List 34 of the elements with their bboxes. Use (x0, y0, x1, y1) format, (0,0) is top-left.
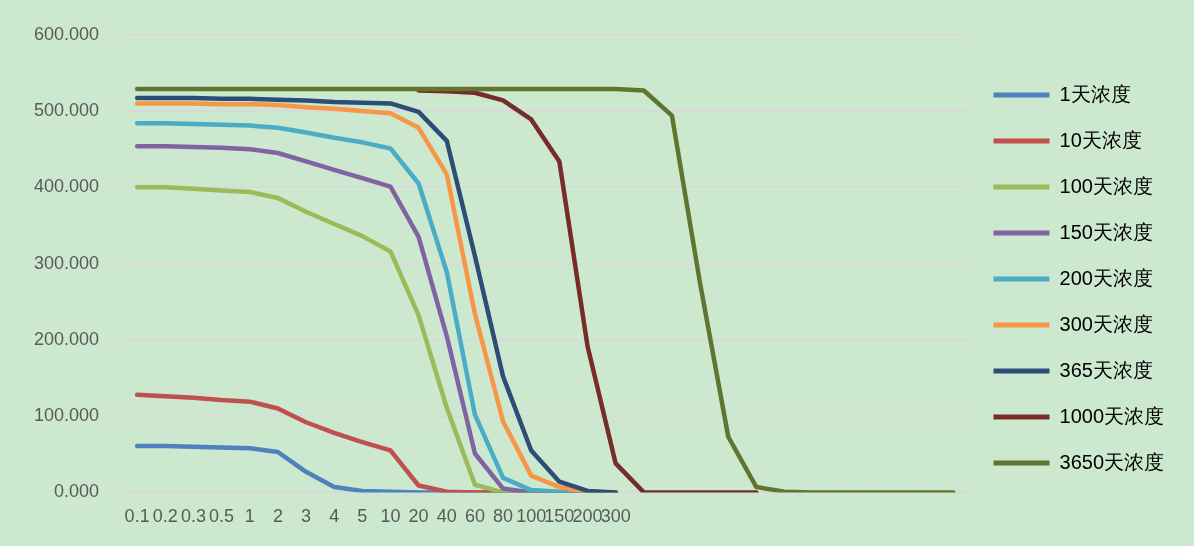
y-tick-label: 100.000 (33, 405, 100, 426)
legend-label: 1000天浓度 (1059, 404, 1165, 427)
y-tick-label: 600.000 (33, 23, 100, 44)
x-tick-label: 200 (572, 506, 603, 527)
legend-label: 100天浓度 (1059, 174, 1153, 197)
y-tick-label: 200.000 (33, 328, 100, 349)
x-tick-label: 5 (357, 506, 368, 527)
x-tick-label: 20 (408, 506, 429, 527)
legend-label: 300天浓度 (1059, 312, 1153, 335)
x-tick-label: 60 (464, 506, 485, 527)
x-tick-label: 1 (244, 506, 255, 527)
x-tick-label: 0.2 (152, 506, 178, 527)
x-tick-label: 4 (329, 506, 340, 527)
x-tick-label: 150 (544, 506, 575, 527)
y-tick-label: 300.000 (33, 252, 100, 273)
x-tick-label: 3 (301, 506, 312, 527)
y-tick-label: 500.000 (33, 100, 100, 121)
x-tick-label: 2 (272, 506, 283, 527)
x-tick-label: 80 (493, 506, 514, 527)
x-tick-label: 0.3 (180, 506, 206, 527)
y-tick-label: 400.000 (33, 176, 100, 197)
y-tick-label: 0.000 (54, 481, 100, 502)
legend-label: 365天浓度 (1059, 358, 1153, 381)
x-tick-label: 40 (436, 506, 457, 527)
legend-label: 3650天浓度 (1059, 450, 1165, 473)
legend-label: 200天浓度 (1059, 266, 1153, 289)
x-tick-label: 0.5 (209, 506, 235, 527)
legend-label: 10天浓度 (1059, 128, 1142, 151)
legend-label: 1天浓度 (1059, 82, 1131, 105)
x-tick-label: 100 (516, 506, 547, 527)
x-tick-label: 300 (600, 506, 631, 527)
x-tick-label: 0.1 (124, 506, 150, 527)
legend-label: 150天浓度 (1059, 220, 1153, 243)
x-tick-label: 10 (380, 506, 401, 527)
